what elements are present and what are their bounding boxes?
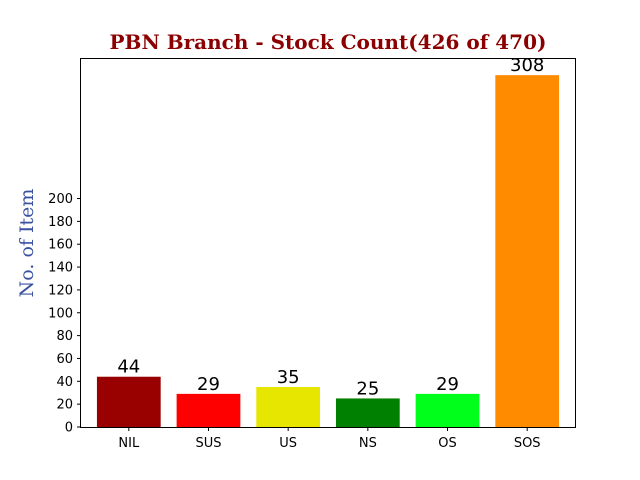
- y-tick-label: 160: [48, 238, 73, 253]
- bar-sus: [176, 393, 241, 427]
- plot-frame: [80, 58, 576, 428]
- y-tick-label: 120: [48, 283, 73, 298]
- data-label-os: 29: [436, 374, 459, 395]
- y-tick-label: 100: [48, 306, 73, 321]
- y-tick-label: 140: [48, 261, 73, 276]
- x-tick-label: OS: [438, 436, 456, 451]
- data-labels-group: 44 29 35 25 29 308: [117, 55, 544, 399]
- y-tick-label: 60: [56, 352, 73, 367]
- y-tick-label: 0: [65, 421, 73, 436]
- x-tick-label: SOS: [514, 436, 541, 451]
- x-tick-label: NIL: [118, 436, 140, 451]
- chart-title: PBN Branch - Stock Count(426 of 470): [110, 30, 547, 54]
- data-label-sos: 308: [510, 55, 544, 76]
- y-tick-label: 20: [56, 398, 73, 413]
- bar-ns: [335, 398, 400, 427]
- x-tick-label: NS: [359, 436, 377, 451]
- y-ticks-group: 0 20 40 60 80 100 120 140 160 180 200: [48, 192, 81, 436]
- data-label-ns: 25: [356, 378, 379, 399]
- bar-os: [415, 393, 480, 427]
- y-axis-label: No. of Item: [16, 189, 38, 298]
- y-tick-label: 180: [48, 215, 73, 230]
- x-ticks-group: NIL SUS US NS OS SOS: [118, 427, 541, 451]
- x-tick-label: US: [279, 436, 297, 451]
- y-tick-label: 40: [56, 375, 73, 390]
- x-tick-label: SUS: [195, 436, 221, 451]
- data-label-nil: 44: [117, 357, 140, 378]
- y-tick-label: 200: [48, 192, 73, 207]
- y-tick-label: 80: [56, 329, 73, 344]
- data-label-us: 35: [277, 367, 300, 388]
- bars-group: [96, 75, 560, 427]
- bar-nil: [96, 376, 161, 427]
- bar-us: [256, 387, 321, 427]
- data-label-sus: 29: [197, 374, 220, 395]
- bar-sos: [495, 75, 560, 427]
